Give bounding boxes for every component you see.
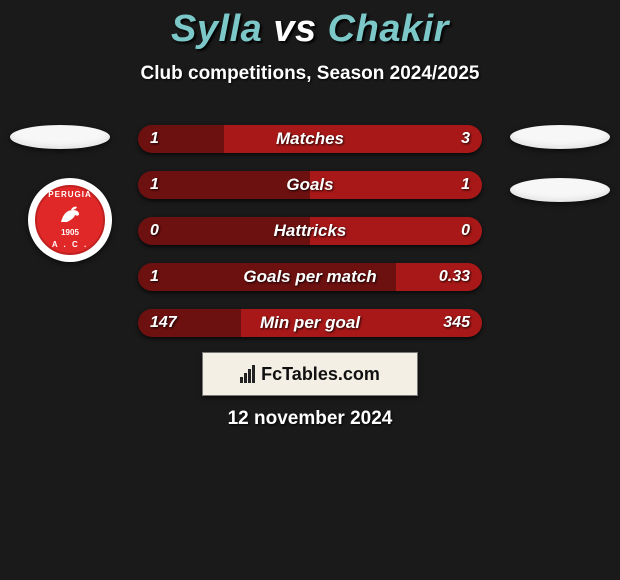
- player2-photo-placeholder: [510, 125, 610, 149]
- player2-club-placeholder: [510, 178, 610, 202]
- stat-value-right: 3: [461, 125, 470, 153]
- stat-value-right: 0: [461, 217, 470, 245]
- stat-value-left: 1: [150, 125, 159, 153]
- title-player2: Chakir: [328, 8, 449, 50]
- stat-value-right: 345: [443, 309, 470, 337]
- date-line: 12 november 2024: [0, 408, 620, 430]
- bar-left-fill: [138, 263, 396, 291]
- stat-row: 10.33Goals per match: [138, 263, 482, 291]
- bar-left-fill: [138, 171, 310, 199]
- comparison-card: Sylla vs Chakir Club competitions, Seaso…: [0, 0, 620, 580]
- subtitle: Club competitions, Season 2024/2025: [0, 63, 620, 85]
- stat-row: 13Matches: [138, 125, 482, 153]
- stat-value-right: 1: [461, 171, 470, 199]
- player1-club-badge: PERUGIA 1905 A . C .: [28, 178, 112, 262]
- stat-value-left: 147: [150, 309, 177, 337]
- player1-photo-placeholder: [10, 125, 110, 149]
- stat-value-left: 0: [150, 217, 159, 245]
- club-year: 1905: [61, 228, 79, 237]
- griffin-icon: [57, 204, 83, 230]
- title-player1: Sylla: [171, 8, 262, 50]
- stat-value-left: 1: [150, 263, 159, 291]
- brand-text: FcTables.com: [261, 364, 380, 385]
- stat-value-right: 0.33: [439, 263, 470, 291]
- bar-right-fill: [310, 171, 482, 199]
- title-vs: vs: [273, 8, 316, 50]
- bar-left-fill: [138, 217, 310, 245]
- stat-bars: 13Matches11Goals00Hattricks10.33Goals pe…: [138, 125, 482, 355]
- bar-right-fill: [310, 217, 482, 245]
- club-crest: PERUGIA 1905 A . C .: [35, 185, 105, 255]
- brand-logo-icon: [240, 365, 255, 383]
- stat-row: 00Hattricks: [138, 217, 482, 245]
- club-name-top: PERUGIA: [48, 190, 91, 199]
- page-title: Sylla vs Chakir: [0, 0, 620, 51]
- stat-value-left: 1: [150, 171, 159, 199]
- stat-row: 147345Min per goal: [138, 309, 482, 337]
- brand-box[interactable]: FcTables.com: [202, 352, 418, 396]
- stat-row: 11Goals: [138, 171, 482, 199]
- club-name-bottom: A . C .: [52, 240, 88, 249]
- bar-right-fill: [224, 125, 482, 153]
